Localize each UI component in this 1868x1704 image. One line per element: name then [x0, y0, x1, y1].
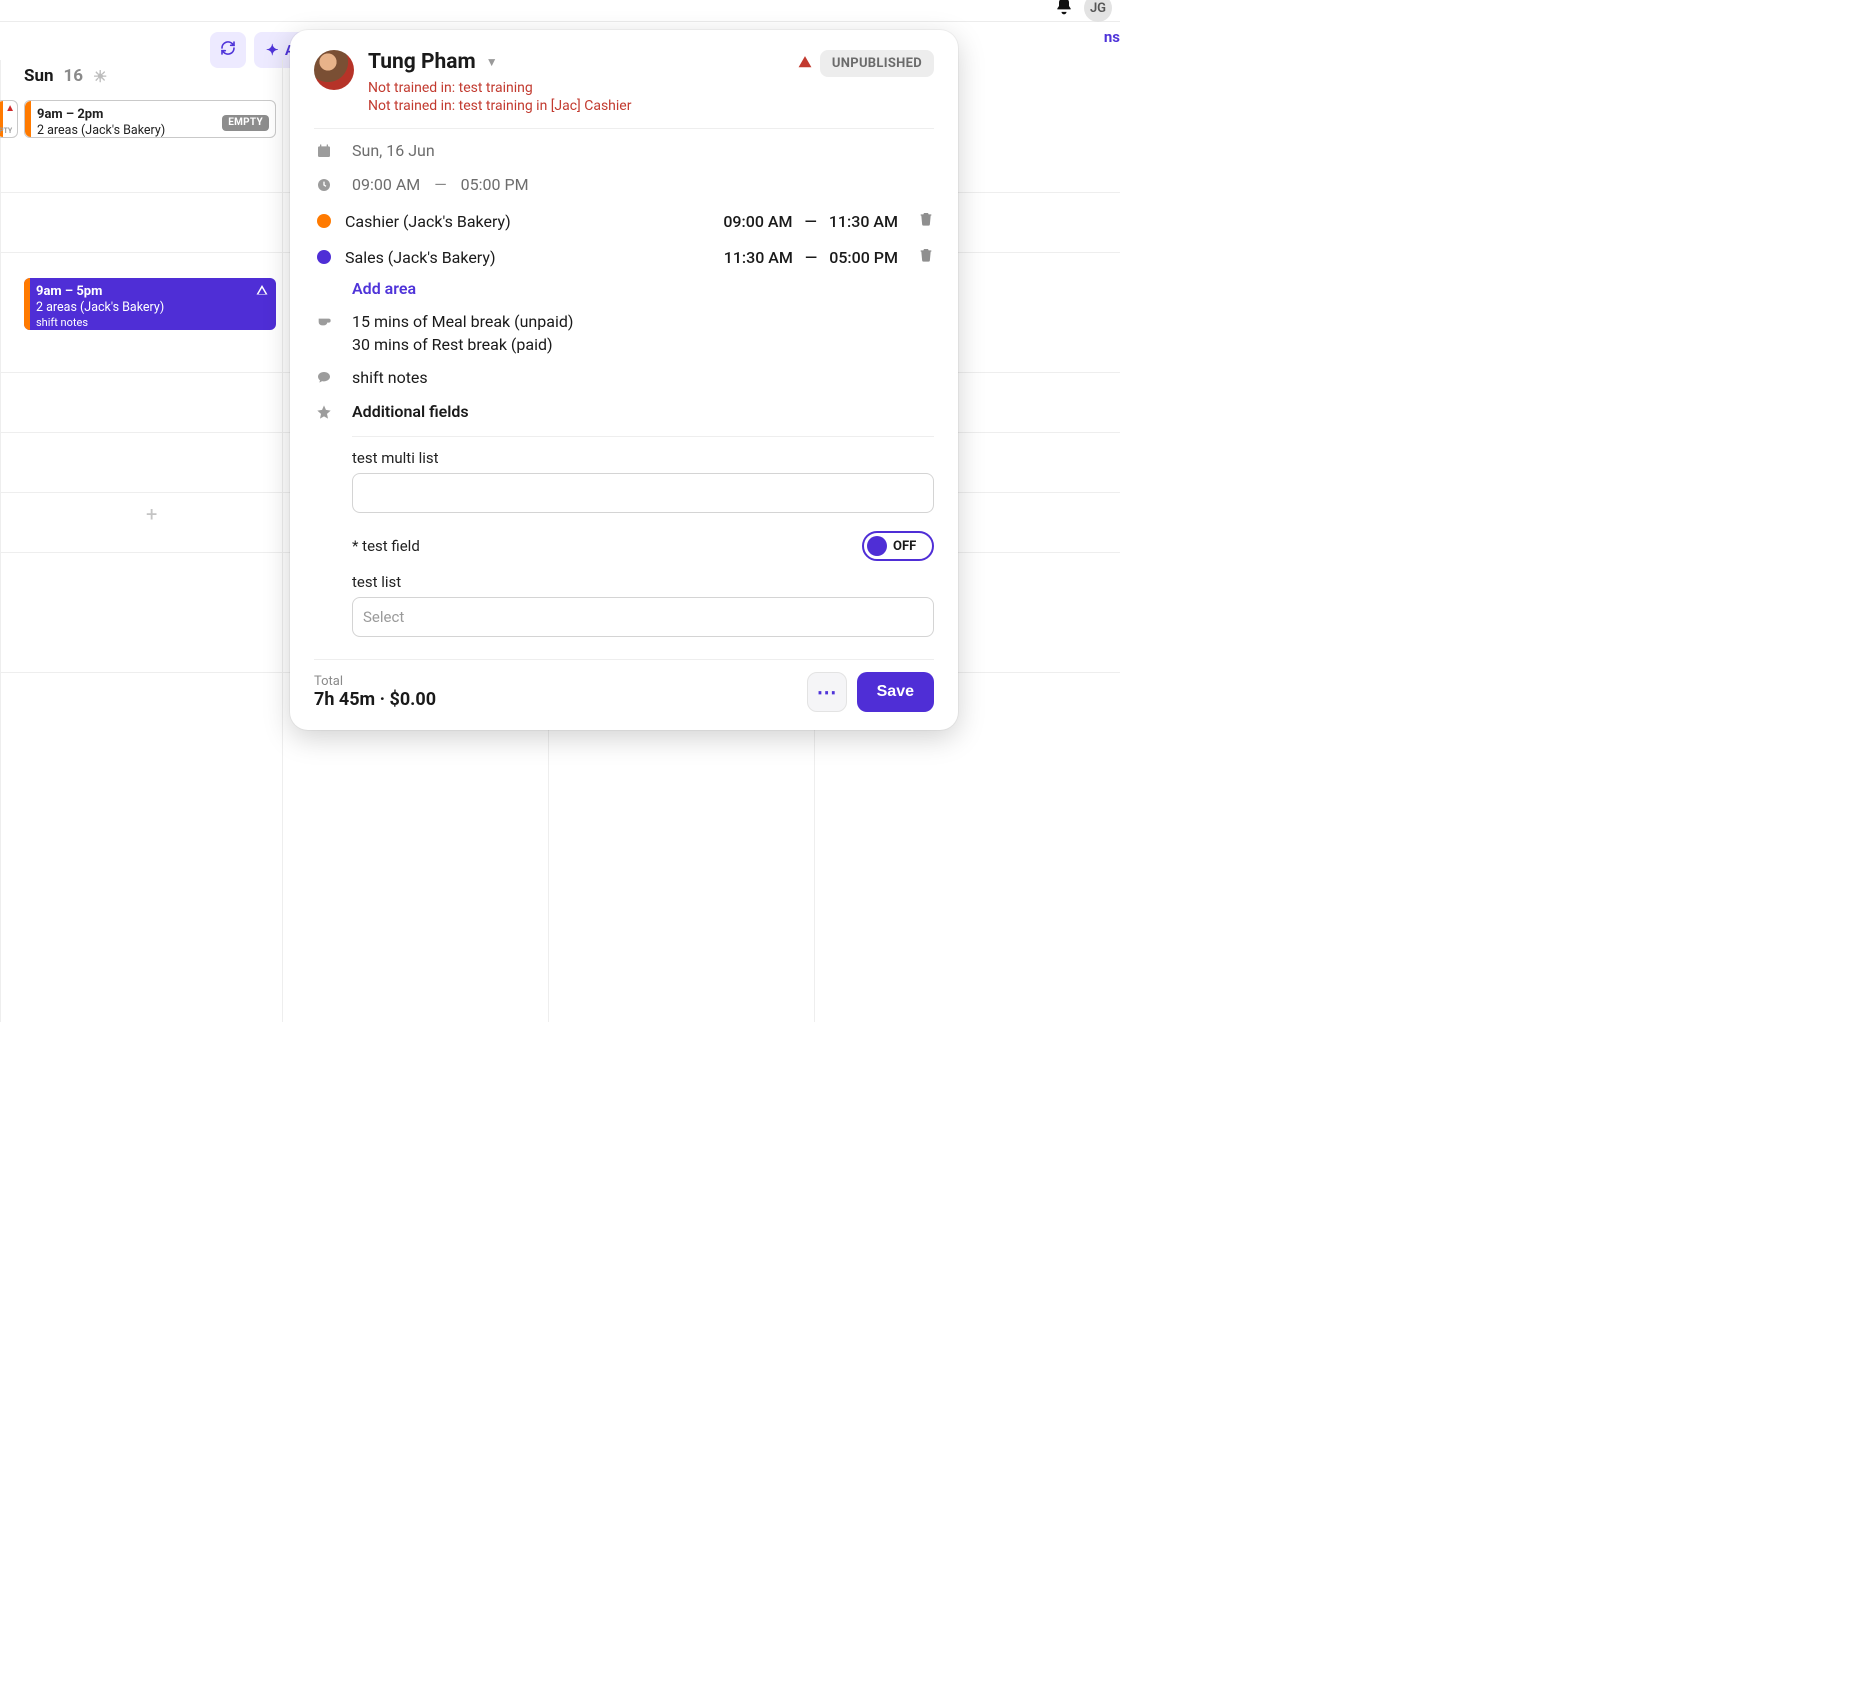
- add-shift-icon[interactable]: +: [146, 502, 157, 526]
- shift-notes: shift notes: [36, 316, 268, 330]
- trash-icon[interactable]: [918, 211, 934, 231]
- break-line[interactable]: 30 mins of Rest break (paid): [352, 333, 934, 356]
- shift-date[interactable]: Sun, 16 Jun: [352, 141, 934, 160]
- sparkle-icon: ✦: [266, 41, 279, 59]
- shift-card-assigned[interactable]: 9am – 5pm 2 areas (Jack's Bakery) shift …: [24, 278, 276, 330]
- star-icon: [314, 404, 334, 424]
- shift-notes[interactable]: shift notes: [352, 368, 934, 387]
- shift-color-bar: [24, 278, 30, 330]
- list-select[interactable]: Select: [352, 597, 934, 637]
- refresh-icon: [220, 40, 236, 60]
- field-label-list: test list: [352, 573, 934, 591]
- toggle-knob: [867, 536, 887, 556]
- area-row: Sales (Jack's Bakery) 11:30 AM — 05:00 P…: [314, 239, 934, 275]
- time-separator: —: [805, 248, 817, 267]
- shift-sub: 2 areas (Jack's Bakery): [36, 300, 268, 316]
- area-color-dot: [317, 250, 331, 264]
- warning-icon: ▲: [5, 103, 15, 114]
- shift-start-time[interactable]: 09:00 AM: [352, 175, 420, 194]
- trash-icon[interactable]: [918, 247, 934, 267]
- clock-icon: [314, 177, 334, 197]
- warning-icon: [798, 55, 812, 73]
- comment-icon: [314, 370, 334, 390]
- more-actions-button[interactable]: ⋯: [807, 672, 847, 712]
- shift-card-clipped[interactable]: ▲ PTY: [0, 100, 18, 138]
- total-value: 7h 45m · $0.00: [314, 689, 436, 710]
- area-start[interactable]: 09:00 AM: [723, 212, 792, 231]
- total-label: Total: [314, 674, 436, 689]
- field-label-multilist: test multi list: [352, 449, 934, 467]
- additional-fields-label: Additional fields: [352, 402, 934, 421]
- shift-time: 9am – 5pm: [36, 284, 268, 300]
- add-area-link[interactable]: Add area: [352, 275, 934, 298]
- toggle-state: OFF: [893, 539, 916, 554]
- refresh-button[interactable]: [210, 32, 246, 68]
- time-separator: —: [434, 175, 447, 194]
- break-line[interactable]: 15 mins of Meal break (unpaid): [352, 310, 934, 333]
- time-separator: —: [805, 212, 817, 231]
- day-number: 16: [64, 66, 84, 86]
- ellipsis-icon: ⋯: [817, 680, 837, 705]
- shift-end-time[interactable]: 05:00 PM: [461, 175, 529, 194]
- day-header: Sun 16 ☀: [24, 66, 107, 86]
- empty-badge: EMPTY: [222, 115, 269, 132]
- training-warning: Not trained in: test training in [Jac] C…: [368, 98, 784, 114]
- area-color-dot: [317, 214, 331, 228]
- shift-detail-panel: Tung Pham ▼ Not trained in: test trainin…: [290, 30, 958, 730]
- multilist-input[interactable]: [352, 473, 934, 513]
- truncated-button-text: ns: [1104, 28, 1120, 46]
- training-warning: Not trained in: test training: [368, 80, 784, 96]
- test-field-toggle[interactable]: OFF: [862, 531, 934, 561]
- area-end[interactable]: 05:00 PM: [829, 248, 898, 267]
- chevron-down-icon[interactable]: ▼: [486, 55, 498, 69]
- select-placeholder: Select: [363, 608, 404, 626]
- status-badge-unpublished: UNPUBLISHED: [820, 50, 934, 77]
- field-label-toggle: * test field: [352, 537, 420, 555]
- notifications-icon[interactable]: [1054, 0, 1074, 21]
- shift-card-empty[interactable]: 9am – 2pm 2 areas (Jack's Bakery) EMPTY: [24, 100, 276, 138]
- shift-color-bar: [25, 101, 31, 137]
- area-end[interactable]: 11:30 AM: [829, 212, 898, 231]
- area-name[interactable]: Sales (Jack's Bakery): [345, 248, 710, 267]
- area-name[interactable]: Cashier (Jack's Bakery): [345, 212, 709, 231]
- calendar-icon: [314, 143, 334, 163]
- warning-icon: [256, 284, 268, 301]
- user-avatar[interactable]: JG: [1084, 0, 1112, 22]
- coffee-icon: [314, 312, 334, 332]
- weather-sun-icon: ☀: [93, 67, 107, 86]
- save-button[interactable]: Save: [857, 672, 934, 712]
- employee-name[interactable]: Tung Pham: [368, 50, 476, 74]
- area-row: Cashier (Jack's Bakery) 09:00 AM — 11:30…: [314, 203, 934, 239]
- empty-badge: PTY: [0, 127, 12, 135]
- day-name: Sun: [24, 66, 54, 86]
- area-start[interactable]: 11:30 AM: [724, 248, 793, 267]
- employee-avatar[interactable]: [314, 50, 354, 90]
